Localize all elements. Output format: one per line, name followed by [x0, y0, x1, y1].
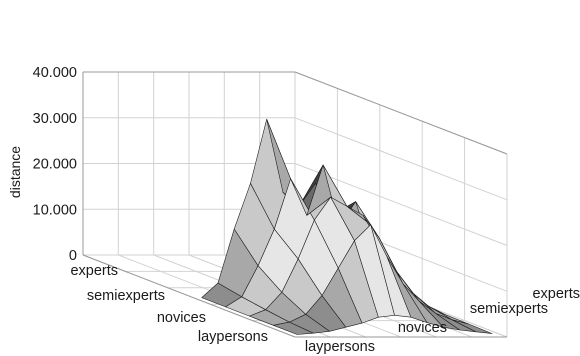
x-tick-label: novices — [398, 320, 447, 336]
y-tick-label: experts — [70, 263, 118, 279]
z-tick-label: 20.000 — [33, 157, 77, 173]
x-tick-label: experts — [532, 286, 580, 302]
x-tick-label: semiexperts — [470, 301, 548, 317]
z-tick-label: 40.000 — [33, 65, 77, 81]
z-axis-title: distance — [7, 146, 23, 198]
y-tick-label: semiexperts — [87, 288, 165, 304]
frame-edge — [294, 71, 508, 155]
z-tick-label: 30.000 — [33, 111, 77, 127]
front-left-edge — [82, 254, 296, 338]
right-wall-gridline — [294, 117, 508, 201]
z-tick-label: 0 — [69, 248, 77, 264]
surface-plot — [201, 118, 493, 335]
x-tick-label: laypersons — [305, 339, 375, 355]
y-tick-label: laypersons — [198, 329, 268, 345]
z-tick-label: 10.000 — [33, 202, 77, 218]
axis-labels: 010.00020.00030.00040.000expertssemiexpe… — [33, 65, 580, 355]
surface-patch — [451, 319, 493, 334]
y-tick-label: novices — [157, 310, 206, 326]
